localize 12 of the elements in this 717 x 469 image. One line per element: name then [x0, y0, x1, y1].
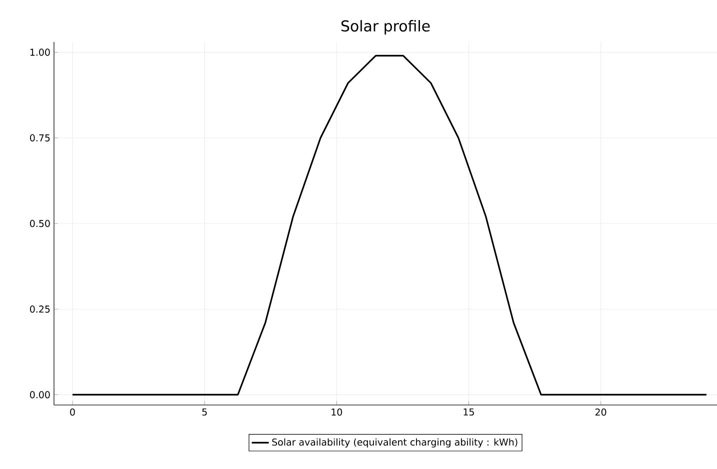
y-tick-label: 0.00	[30, 391, 50, 398]
x-tick-label: 0	[70, 408, 75, 416]
y-tick-label: 1.00	[30, 48, 50, 56]
y-tick-label: 0.25	[30, 306, 50, 313]
chart-title: Solar profile	[341, 20, 430, 34]
legend-label: Solar availability (equivalent charging ability : kWh)	[272, 438, 518, 448]
x-tick-label: 10	[332, 408, 342, 416]
x-tick-label: 5	[202, 408, 207, 416]
y-tick-label: 0.75	[30, 134, 50, 142]
y-tick-label: 0.50	[30, 220, 50, 228]
x-tick-label: 15	[464, 408, 474, 416]
x-tick-label: 20	[595, 408, 606, 416]
